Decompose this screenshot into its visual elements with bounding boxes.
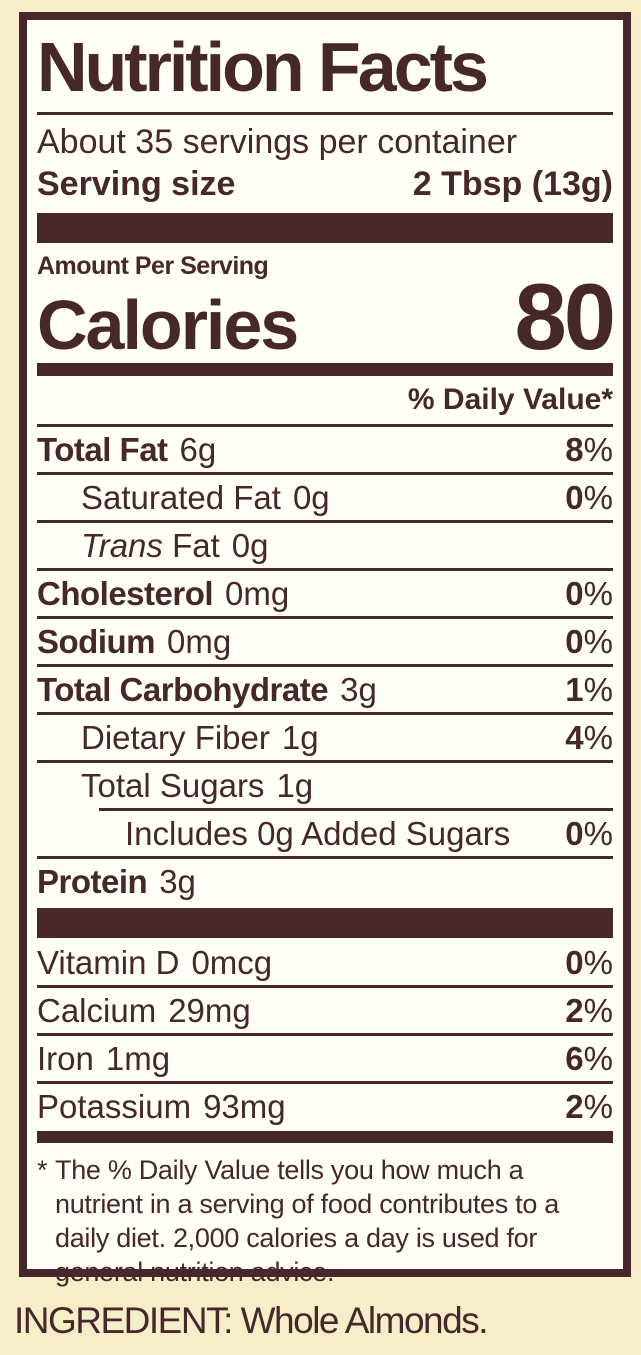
nutrient-name: Trans Fat (81, 527, 220, 564)
calories-label: Calories (37, 286, 299, 364)
nutrient-dv: 8% (565, 431, 613, 468)
separator (37, 616, 613, 619)
separator (37, 985, 613, 988)
nutrient-name: Cholesterol (37, 575, 214, 612)
nutrient-amount: 0mg (167, 623, 232, 660)
vitamin-dv: 2% (565, 992, 613, 1029)
ingredient-statement: INGREDIENT: Whole Almonds. (14, 1300, 488, 1341)
nutrient-row-trans-fat: Trans Fat 0g (37, 523, 613, 568)
daily-value-header: % Daily Value* (407, 383, 613, 416)
vitamin-dv: 6% (565, 1040, 613, 1077)
label-title: Nutrition Facts (37, 28, 489, 106)
nutrient-amount: 6g (179, 431, 217, 468)
serving-size-row: Serving size 2 Tbsp (13g) (37, 163, 613, 205)
nutrient-name: Includes 0g Added Sugars (125, 815, 511, 852)
nutrient-row-dietary-fiber: Dietary Fiber 1g 4% (37, 715, 613, 760)
nutrient-row-total-carbohydrate: Total Carbohydrate 3g 1% (37, 667, 613, 712)
nutrient-dv: 0% (565, 815, 613, 852)
daily-value-footnote: * The % Daily Value tells you how much a… (37, 1143, 613, 1289)
separator (37, 664, 613, 667)
vitamin-row-iron: Iron 1mg 6% (37, 1036, 613, 1081)
nutrient-amount: 0g (231, 527, 269, 564)
vitamin-dv: 2% (565, 1088, 613, 1125)
nutrient-name: Total Sugars (81, 767, 265, 804)
nutrient-name: Sodium (37, 623, 156, 660)
vitamin-row-potassium: Potassium 93mg 2% (37, 1084, 613, 1129)
nutrient-row-saturated-fat: Saturated Fat 0g 0% (37, 475, 613, 520)
nutrient-name: Saturated Fat (81, 479, 281, 516)
thick-divider-bar (37, 213, 613, 243)
nutrient-amount: 3g (340, 671, 377, 708)
calories-value: 80 (514, 264, 616, 369)
nutrient-dv: 1% (565, 671, 613, 708)
nutrient-amount: 0g (292, 479, 330, 516)
thick-divider-bar (37, 908, 613, 938)
nutrient-row-added-sugars: Includes 0g Added Sugars 0% (37, 811, 613, 856)
serving-size-value: 2 Tbsp (13g) (412, 165, 613, 203)
separator (37, 1033, 613, 1036)
amount-per-serving-label: Amount Per Serving (37, 252, 269, 280)
nutrient-row-sodium: Sodium 0mg 0% (37, 619, 613, 664)
calories-row: Calories 80 (37, 264, 616, 369)
nutrient-name: Total Fat (37, 431, 168, 468)
nutrient-amount: 0mg (225, 575, 290, 612)
separator (37, 424, 613, 427)
medium-divider-bar (37, 363, 613, 376)
nutrient-dv: 0% (565, 575, 613, 612)
medium-divider-bar (37, 1131, 613, 1143)
nutrient-name: Protein (37, 863, 148, 900)
separator (37, 856, 613, 859)
separator-indented (99, 808, 613, 811)
vitamin-name: Iron (37, 1040, 94, 1077)
nutrient-row-protein: Protein 3g (37, 859, 613, 904)
separator (37, 760, 613, 763)
serving-size-label: Serving size (37, 165, 236, 203)
nutrient-dv: 0% (565, 623, 613, 660)
vitamin-amount: 1mg (105, 1040, 171, 1077)
servings-per-container: About 35 servings per container (37, 123, 518, 161)
nutrient-row-cholesterol: Cholesterol 0mg 0% (37, 571, 613, 616)
nutrient-name: Dietary Fiber (81, 719, 270, 756)
footnote-asterisk: * (37, 1155, 48, 1185)
nutrient-row-total-fat: Total Fat 6g 8% (37, 427, 613, 472)
nutrient-amount: 1g (281, 719, 319, 756)
nutrient-dv: 4% (565, 719, 613, 756)
vitamin-amount: 29mg (168, 992, 251, 1029)
vitamin-amount: 93mg (203, 1088, 286, 1125)
vitamin-row-vitamin-d: Vitamin D 0mcg 0% (37, 940, 613, 985)
separator (37, 712, 613, 715)
footnote-text: The % Daily Value tells you how much a n… (55, 1155, 560, 1287)
vitamin-row-calcium: Calcium 29mg 2% (37, 988, 613, 1033)
nutrition-facts-label: Nutrition Facts About 35 servings per co… (19, 12, 631, 1287)
nutrient-amount: 1g (276, 767, 314, 804)
separator (37, 1081, 613, 1084)
separator (37, 472, 613, 475)
vitamin-name: Vitamin D (37, 944, 180, 981)
nutrient-amount: 3g (159, 863, 196, 900)
title-divider (37, 112, 613, 115)
vitamin-name: Potassium (37, 1088, 192, 1125)
nutrient-dv: 0% (565, 479, 613, 516)
separator (37, 568, 613, 571)
nutrient-name: Total Carbohydrate (37, 671, 329, 708)
vitamin-dv: 0% (565, 944, 613, 981)
nutrient-row-total-sugars: Total Sugars 1g (37, 763, 613, 808)
vitamin-amount: 0mcg (191, 944, 273, 981)
separator (37, 520, 613, 523)
vitamin-name: Calcium (37, 992, 157, 1029)
